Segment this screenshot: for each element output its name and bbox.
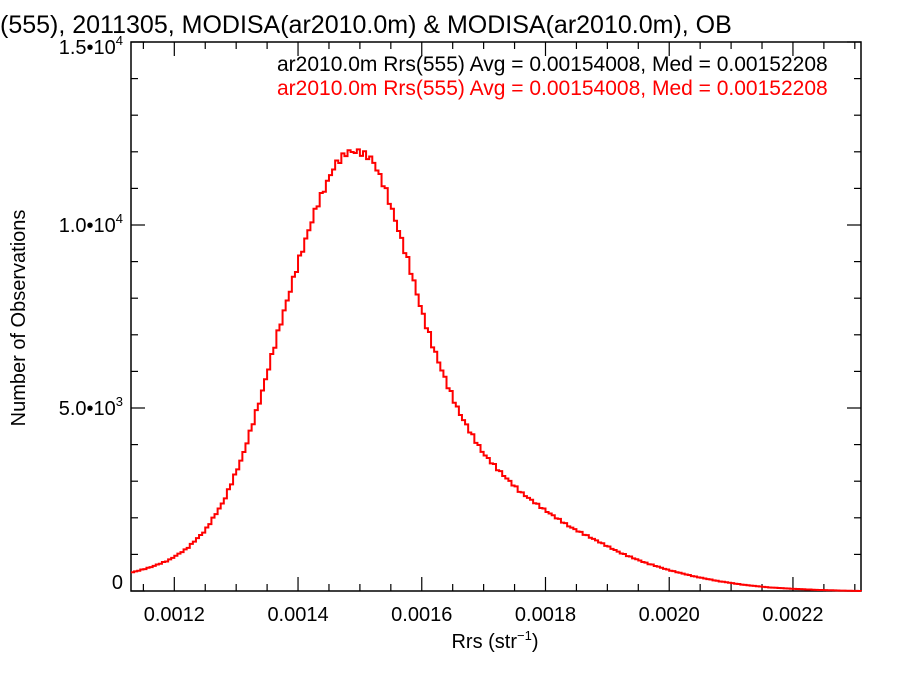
series — [131, 148, 862, 592]
y-tick-label: 0 — [112, 572, 123, 594]
x-tick-label: 0.0022 — [762, 604, 823, 626]
chart-title: (555), 2011305, MODISA(ar2010.0m) & MODI… — [0, 11, 732, 39]
plot-frame — [130, 41, 862, 592]
legend: ar2010.0m Rrs(555) Avg = 0.00154008, Med… — [277, 53, 828, 100]
legend-entry: ar2010.0m Rrs(555) Avg = 0.00154008, Med… — [277, 53, 828, 76]
x-tick-label: 0.0018 — [515, 604, 576, 626]
y-tick-label: 5.0•103 — [59, 394, 123, 420]
y-axis: 0 5.0•103 1.0•104 1.5•104 — [59, 33, 861, 594]
x-axis-label: Rrs (str−1) — [451, 628, 538, 653]
x-axis: 0.0012 0.0014 0.0016 0.0018 0.0020 0.0022 — [142, 42, 856, 626]
y-tick-label: 1.0•104 — [59, 211, 123, 237]
x-tick-label: 0.0012 — [144, 604, 205, 626]
x-tick-label: 0.0014 — [267, 604, 328, 626]
y-axis-label: Number of Observations — [8, 210, 30, 427]
x-tick-label: 0.0016 — [391, 604, 452, 626]
x-tick-label: 0.0020 — [639, 604, 700, 626]
plot-area: 0.0012 0.0014 0.0016 0.0018 0.0020 0.0022 0 5.… — [59, 33, 862, 626]
histogram-series-line — [131, 148, 862, 592]
y-tick-label: 1.5•104 — [59, 33, 123, 59]
legend-entry: ar2010.0m Rrs(555) Avg = 0.00154008, Med… — [277, 77, 828, 100]
